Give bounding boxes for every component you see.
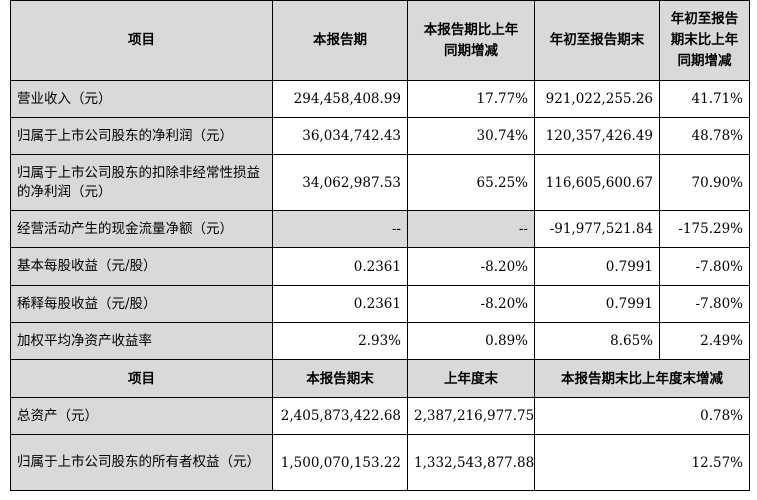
cell-value: 0.7991 (534, 247, 660, 286)
cell-value: 1,332,543,877.88 (407, 434, 535, 491)
header-item: 项目 (10, 0, 273, 81)
cell-value: 12.57% (534, 434, 750, 491)
cell-value: 0.78% (534, 397, 750, 435)
table-row: 稀释每股收益（元/股） 0.2361 -8.20% 0.7991 -7.80% (10, 285, 750, 323)
cell-value: -175.29% (659, 210, 750, 248)
header-item: 项目 (10, 359, 273, 398)
table-row: 基本每股收益（元/股） 0.2361 -8.20% 0.7991 -7.80% (10, 247, 750, 286)
cell-value: -91,977,521.84 (534, 210, 660, 248)
cell-value: 294,458,408.99 (272, 80, 408, 118)
row-label: 营业收入（元） (10, 80, 273, 118)
cell-value: 17.77% (407, 80, 535, 118)
header-period-end-change: 本报告期末比上年度末增减 (534, 359, 750, 398)
table-row: 归属于上市公司股东的所有者权益（元） 1,500,070,153.22 1,33… (10, 434, 750, 491)
header-ytd: 年初至报告期末 (534, 0, 660, 81)
cell-value: 0.89% (407, 322, 535, 360)
header-row-1: 项目 本报告期 本报告期比上年 同期增减 年初至报告期末 年初至报告 期末比上年 同期… (10, 0, 750, 81)
row-label: 归属于上市公司股东的所有者权益（元） (10, 434, 273, 491)
cell-value: -8.20% (407, 285, 535, 323)
cell-value: 0.2361 (272, 285, 408, 323)
header-ytd-yoy-change: 年初至报告 期末比上年 同期增减 (659, 0, 750, 81)
row-label: 归属于上市公司股东的净利润（元） (10, 117, 273, 155)
table-row: 归属于上市公司股东的扣除非经常性损益的净利润（元） 34,062,987.53 … (10, 154, 750, 211)
cell-value: -7.80% (659, 247, 750, 286)
table-row: 总资产（元） 2,405,873,422.68 2,387,216,977.75… (10, 397, 750, 435)
table-row: 归属于上市公司股东的净利润（元） 36,034,742.43 30.74% 12… (10, 117, 750, 155)
row-label: 基本每股收益（元/股） (10, 247, 273, 286)
cell-value: 34,062,987.53 (272, 154, 408, 211)
header-current-period: 本报告期 (272, 0, 408, 81)
header-yoy-change: 本报告期比上年 同期增减 (407, 0, 535, 81)
cell-value: 0.2361 (272, 247, 408, 286)
cell-value: 0.7991 (534, 285, 660, 323)
cell-value: 2,387,216,977.75 (407, 397, 535, 435)
table-row: 经营活动产生的现金流量净额（元） -- -- -91,977,521.84 -1… (10, 210, 750, 248)
row-label: 经营活动产生的现金流量净额（元） (10, 210, 273, 248)
cell-value: 2.93% (272, 322, 408, 360)
cell-value: 30.74% (407, 117, 535, 155)
cell-value: -- (407, 210, 535, 248)
cell-value: -8.20% (407, 247, 535, 286)
header-prior-year-end: 上年度末 (407, 359, 535, 398)
cell-value: 116,605,600.67 (534, 154, 660, 211)
table-row: 加权平均净资产收益率 2.93% 0.89% 8.65% 2.49% (10, 322, 750, 360)
cell-value: 70.90% (659, 154, 750, 211)
cell-value: 2.49% (659, 322, 750, 360)
cell-value: 8.65% (534, 322, 660, 360)
row-label: 稀释每股收益（元/股） (10, 285, 273, 323)
cell-value: 921,022,255.26 (534, 80, 660, 118)
cell-value: 65.25% (407, 154, 535, 211)
table-row: 营业收入（元） 294,458,408.99 17.77% 921,022,25… (10, 80, 750, 118)
row-label: 归属于上市公司股东的扣除非经常性损益的净利润（元） (10, 154, 273, 211)
header-row-2: 项目 本报告期末 上年度末 本报告期末比上年度末增减 (10, 359, 750, 398)
row-label: 加权平均净资产收益率 (10, 322, 273, 360)
cell-value: 2,405,873,422.68 (272, 397, 408, 435)
cell-value: 36,034,742.43 (272, 117, 408, 155)
cell-value: -- (272, 210, 408, 248)
cell-value: -7.80% (659, 285, 750, 323)
header-period-end: 本报告期末 (272, 359, 408, 398)
financial-summary-table: 项目 本报告期 本报告期比上年 同期增减 年初至报告期末 年初至报告 期末比上年 同期… (10, 0, 750, 491)
row-label: 总资产（元） (10, 397, 273, 435)
cell-value: 1,500,070,153.22 (272, 434, 408, 491)
cell-value: 41.71% (659, 80, 750, 118)
cell-value: 48.78% (659, 117, 750, 155)
cell-value: 120,357,426.49 (534, 117, 660, 155)
